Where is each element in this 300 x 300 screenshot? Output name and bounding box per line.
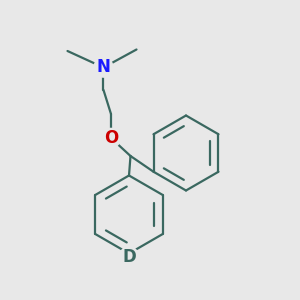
Circle shape: [94, 58, 113, 77]
Circle shape: [119, 247, 139, 266]
Text: O: O: [104, 129, 118, 147]
Text: N: N: [97, 58, 110, 76]
Text: D: D: [122, 248, 136, 266]
Circle shape: [101, 128, 121, 148]
